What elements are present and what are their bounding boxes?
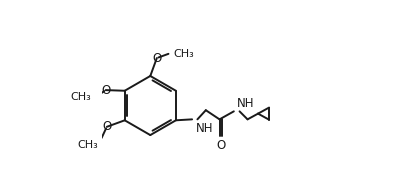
Text: O: O	[101, 84, 110, 97]
Text: O: O	[216, 139, 225, 152]
Text: CH₃: CH₃	[173, 49, 194, 59]
Text: NH: NH	[196, 122, 213, 135]
Text: NH: NH	[237, 97, 255, 110]
Text: CH₃: CH₃	[70, 92, 91, 102]
Text: O: O	[152, 52, 162, 65]
Text: O: O	[102, 120, 112, 133]
Text: CH₃: CH₃	[77, 140, 98, 150]
